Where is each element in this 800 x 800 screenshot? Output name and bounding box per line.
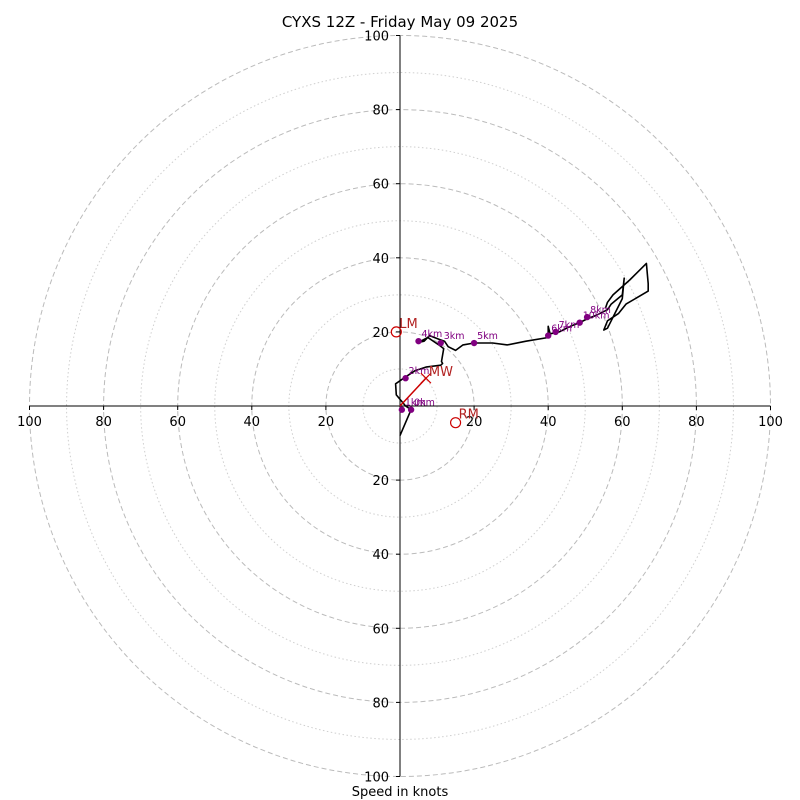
height-marker-dot — [437, 339, 444, 347]
tick-labels: 100 80 60 40 20 20 40 60 80 100 100 80 60 40 20 20 40 60 8… — [17, 30, 783, 786]
height-marker-label: 10km — [583, 311, 610, 322]
y-tick-label: 80 — [372, 696, 389, 711]
x-tick-label: 80 — [95, 415, 112, 430]
x-tick-label: 20 — [466, 415, 483, 430]
hodograph-trace — [394, 262, 650, 436]
x-tick-label: 100 — [17, 415, 42, 430]
x-tick-label: 40 — [540, 415, 557, 430]
y-tick-label: 100 — [364, 771, 389, 786]
height-marker-label: 5km — [477, 331, 498, 342]
y-tick-label: 20 — [372, 474, 389, 489]
hodograph-line — [394, 262, 650, 436]
height-marker-label: 1km — [405, 398, 426, 409]
chart-title: CYXS 12Z - Friday May 09 2025 — [282, 13, 518, 31]
height-marker-label: 0km — [414, 398, 435, 409]
y-tick-label: 80 — [372, 104, 389, 119]
x-tick-label: 60 — [169, 415, 186, 430]
height-marker-dot — [583, 313, 591, 321]
y-tick-label: 20 — [372, 326, 389, 341]
rm-marker — [449, 417, 462, 429]
x-axis-label: Speed in knots — [352, 785, 449, 800]
height-marker-dot — [402, 375, 409, 382]
height-marker-label: 3km — [444, 331, 465, 342]
height-marker-dot — [545, 332, 552, 339]
height-marker-label: 8km — [590, 305, 611, 316]
y-tick-label: 60 — [372, 178, 389, 193]
y-tick-label: 60 — [372, 622, 389, 637]
height-marker-dot — [470, 339, 478, 347]
height-marker-label: 6km — [551, 324, 572, 335]
y-tick-label: 40 — [372, 252, 389, 267]
height-marker-dot — [415, 337, 422, 345]
lm-label: LM — [399, 317, 417, 332]
height-marker-label: 7km — [559, 320, 580, 331]
height-marker-dot — [398, 406, 406, 413]
x-tick-label: 40 — [244, 415, 261, 430]
x-tick-label: 80 — [688, 415, 705, 430]
storm-motion: LM RM MW — [390, 317, 479, 429]
x-tick-label: 100 — [758, 415, 783, 430]
mw-marker — [420, 372, 432, 384]
rm-label: RM — [459, 408, 479, 423]
height-marker-dot — [552, 328, 559, 336]
mw-label: MW — [429, 365, 453, 380]
height-marker-label: 4km — [422, 329, 443, 340]
height-marker-label: 2km — [409, 366, 430, 377]
y-tick-label: 40 — [372, 548, 389, 563]
x-tick-label: 60 — [614, 415, 631, 430]
x-tick-label: 20 — [318, 415, 335, 430]
height-marker-dot — [407, 406, 415, 413]
y-tick-label: 100 — [364, 30, 389, 45]
height-marker-dot — [576, 319, 583, 326]
lm-marker — [390, 326, 402, 338]
